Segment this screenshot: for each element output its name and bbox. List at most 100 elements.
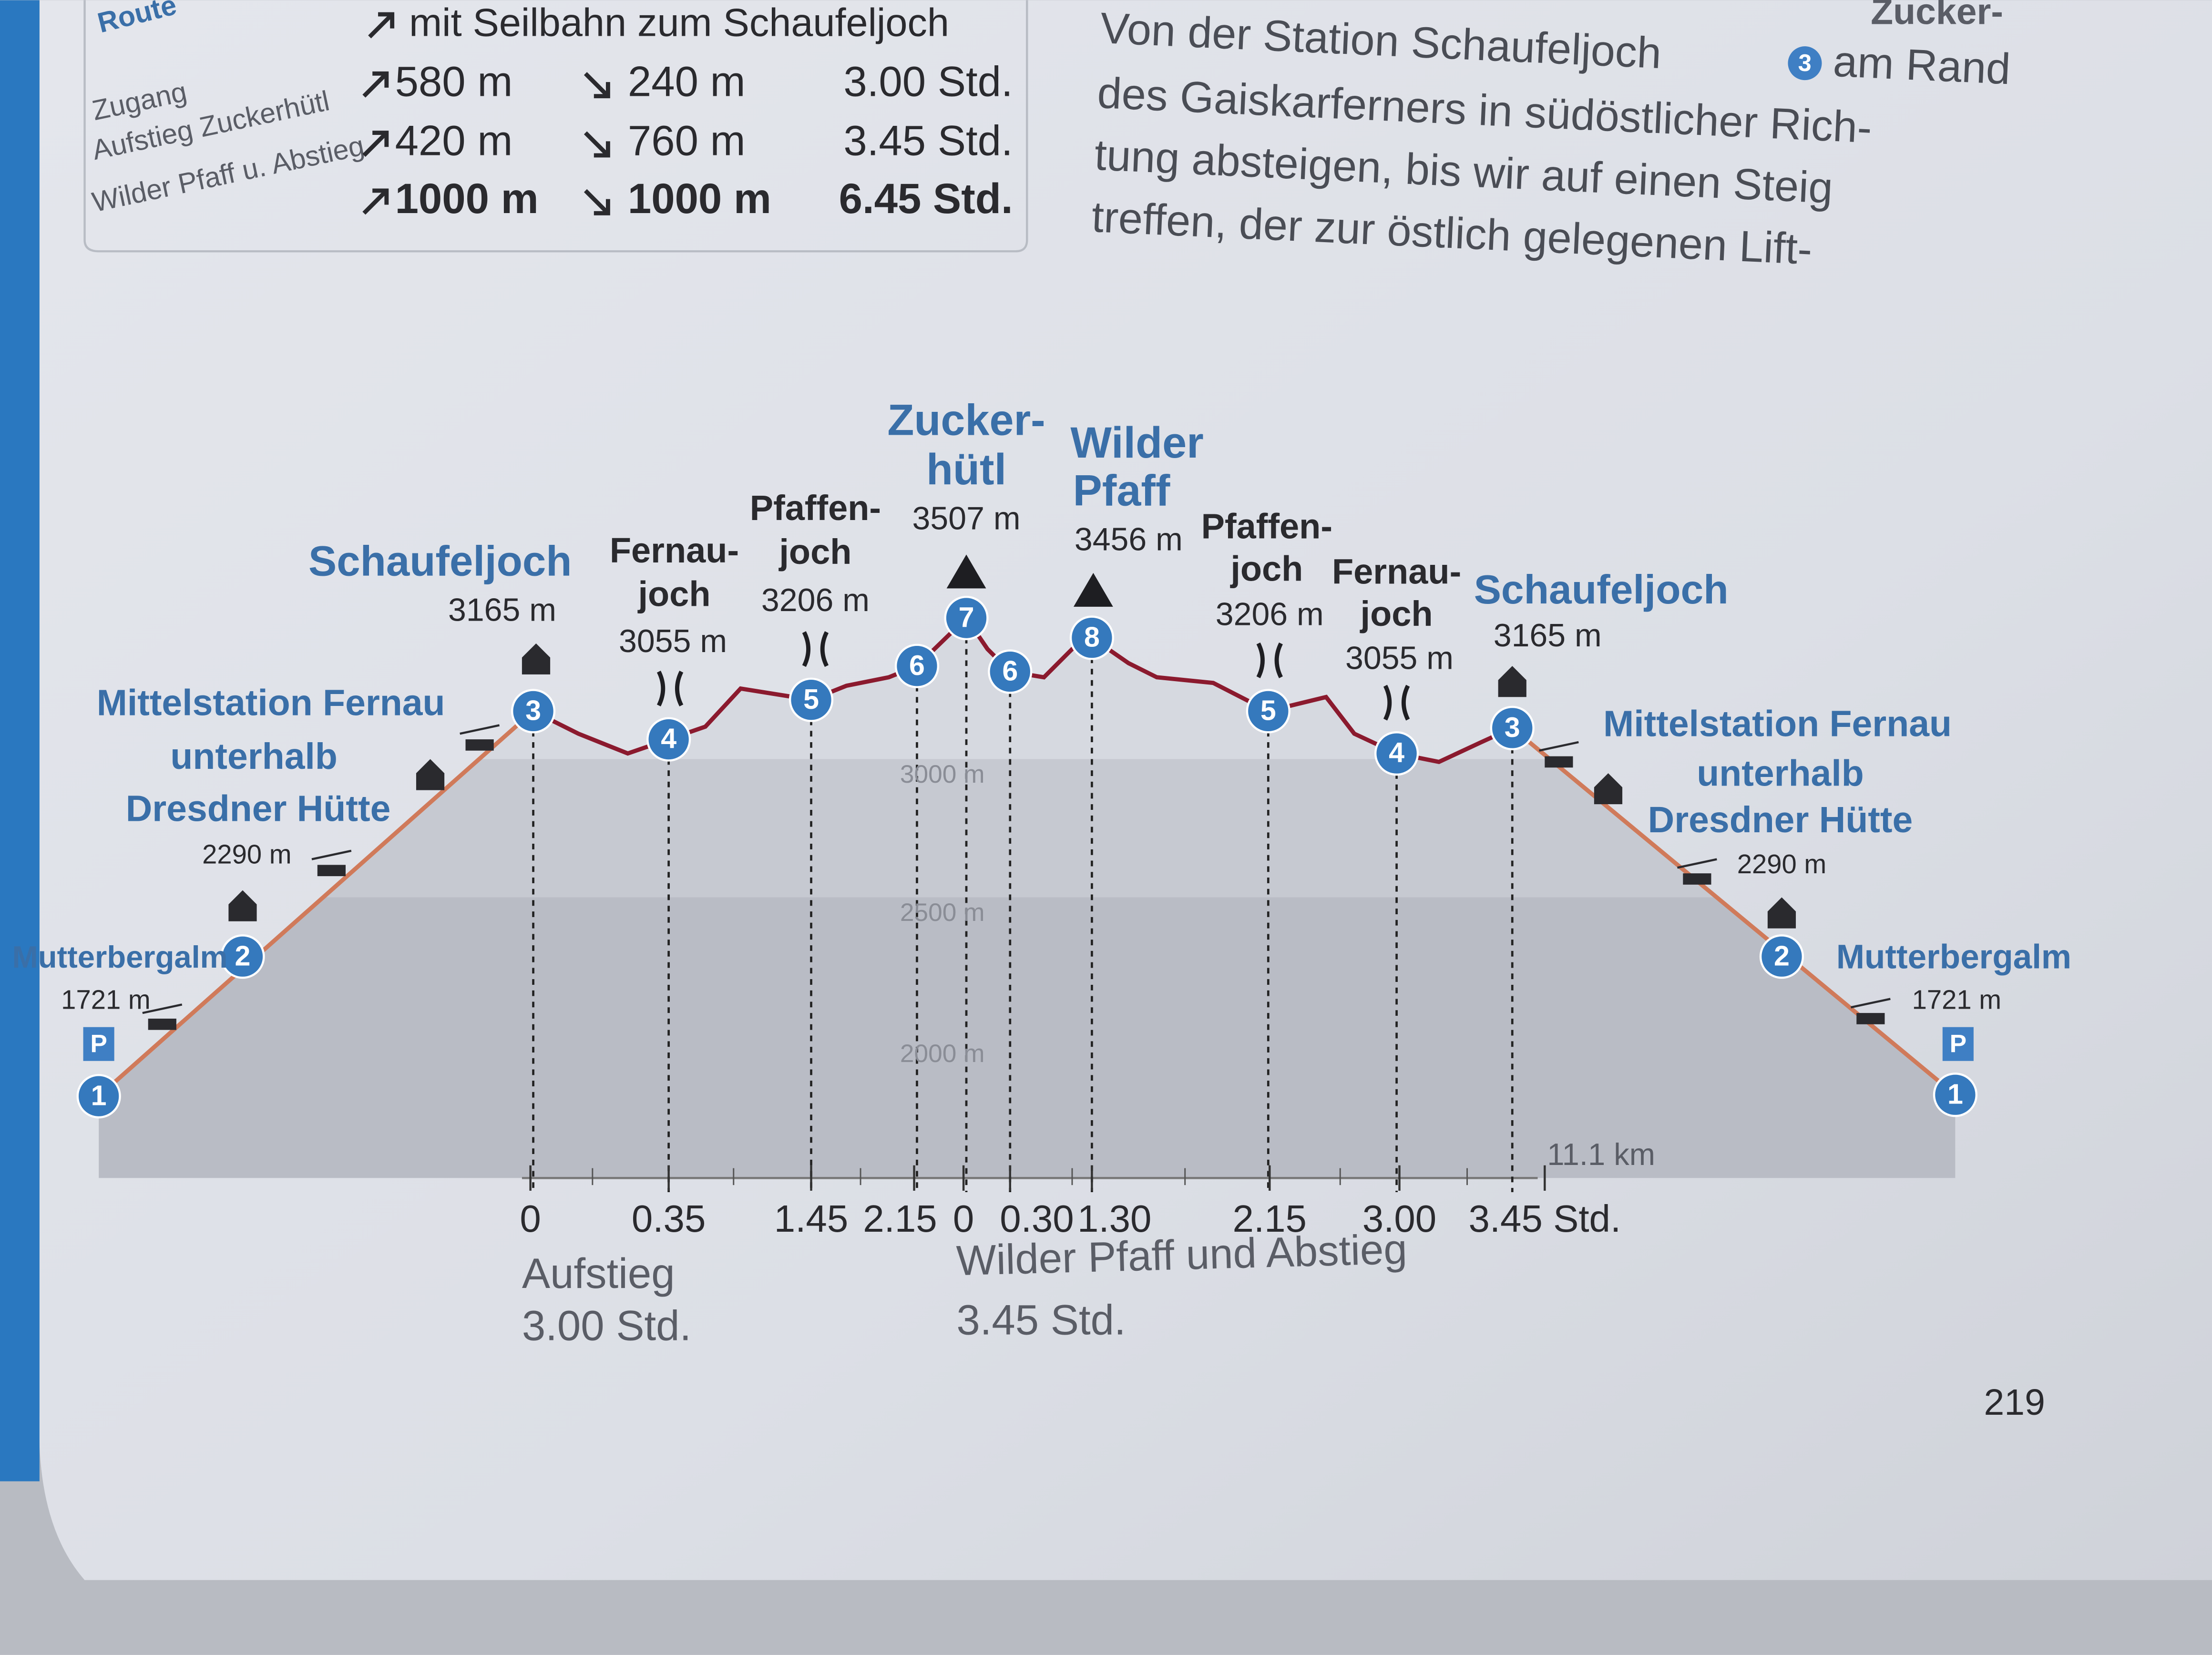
cable-car bbox=[1545, 756, 1573, 768]
hut-icon bbox=[416, 759, 445, 790]
cable-car bbox=[1683, 873, 1711, 885]
ascent: 1000 m bbox=[395, 175, 539, 222]
waypoint-number: 4 bbox=[1389, 736, 1404, 768]
duration: 3.45 Std. bbox=[843, 117, 1013, 164]
waypoint-number: 2 bbox=[1774, 940, 1790, 971]
parking-sign bbox=[1942, 1027, 1974, 1061]
waypoint-marker bbox=[1933, 1073, 1978, 1117]
ascent: 580 m bbox=[395, 58, 513, 105]
waypoint-marker bbox=[894, 644, 940, 688]
place-name: Fernau- bbox=[1332, 552, 1461, 591]
arrow-down bbox=[584, 131, 610, 158]
time-label: 1.30 bbox=[1077, 1197, 1151, 1240]
ascent: 420 m bbox=[395, 117, 513, 164]
place-name: Mutterbergalm bbox=[1836, 938, 2071, 976]
waypoint-number: 1 bbox=[91, 1079, 107, 1111]
cable-car bbox=[1856, 1013, 1885, 1024]
descent-line bbox=[1511, 726, 1957, 1097]
arrow-down bbox=[584, 189, 610, 215]
page-number: 219 bbox=[1984, 1382, 2045, 1423]
place-name: Schaufeljoch bbox=[308, 538, 572, 585]
arrow-up bbox=[362, 188, 389, 215]
place-name: Pfaffen- bbox=[750, 488, 881, 528]
place-name: unterhalb bbox=[170, 736, 337, 777]
place-name: joch bbox=[637, 574, 710, 614]
waypoint-marker bbox=[1246, 689, 1290, 734]
cable-car bbox=[148, 1018, 176, 1030]
place-name: joch bbox=[1229, 549, 1303, 588]
place-elevation: 1721 m bbox=[61, 984, 151, 1014]
waypoint-marker bbox=[76, 1074, 121, 1119]
time-label: 0 bbox=[520, 1197, 541, 1240]
waypoint-number: 8 bbox=[1084, 621, 1100, 653]
time-label: 1.45 bbox=[774, 1197, 848, 1240]
waypoint-marker bbox=[1069, 615, 1115, 660]
time-label: 3.00 bbox=[1362, 1197, 1436, 1240]
hut-icon bbox=[1498, 666, 1526, 697]
cable-car bbox=[317, 865, 346, 877]
place-name: Pfaffen- bbox=[1201, 507, 1332, 546]
place-elevation: 3206 m bbox=[1216, 596, 1324, 633]
waypoint-number: 6 bbox=[1002, 655, 1018, 687]
waypoint-number: 1 bbox=[1947, 1078, 1963, 1110]
place-elevation: 1721 m bbox=[1912, 984, 2002, 1014]
page-edge bbox=[0, 0, 40, 1481]
paragraph-line: am Rand bbox=[1832, 37, 2011, 94]
waypoint-number: 5 bbox=[1260, 694, 1276, 726]
place-name: Mittelstation Fernau bbox=[97, 682, 445, 723]
waypoint-marker bbox=[789, 677, 834, 722]
place-elevation: 3206 m bbox=[761, 582, 870, 618]
place-name: joch bbox=[1360, 594, 1433, 633]
cable-icon bbox=[460, 724, 500, 735]
summit-icon bbox=[1073, 572, 1113, 607]
caption: Aufstieg bbox=[522, 1250, 675, 1297]
waypoint-number: 6 bbox=[909, 649, 925, 681]
place-name: Mittelstation Fernau bbox=[1603, 704, 1952, 745]
ascent-line bbox=[97, 709, 535, 1098]
waypoint-marker bbox=[944, 595, 989, 641]
pass-icon bbox=[656, 671, 684, 707]
cable-icon bbox=[1677, 858, 1717, 869]
descent: 1000 m bbox=[628, 175, 771, 222]
cable-icon bbox=[1539, 741, 1579, 752]
place-name: Dresdner Hütte bbox=[1648, 799, 1913, 840]
caption: 3.00 Std. bbox=[522, 1302, 691, 1349]
hut-icon bbox=[228, 890, 257, 921]
place-name: Dresdner Hütte bbox=[126, 788, 391, 829]
elevation-label: 2000 m bbox=[900, 1040, 985, 1068]
arrow-down bbox=[584, 72, 610, 99]
cable-car bbox=[465, 739, 494, 751]
time-label: 2.15 bbox=[1233, 1197, 1307, 1240]
descent: 240 m bbox=[628, 58, 746, 105]
inline-marker bbox=[1788, 46, 1822, 81]
waypoint-number: 2 bbox=[235, 940, 251, 971]
cable-icon bbox=[142, 1003, 183, 1014]
table-title: mit Seilbahn zum Schaufeljoch bbox=[409, 0, 949, 45]
place-elevation: 3507 m bbox=[912, 500, 1021, 536]
place-elevation: 3456 m bbox=[1075, 521, 1183, 558]
place-elevation: 3165 m bbox=[448, 592, 556, 628]
distance-label: 11.1 km bbox=[1547, 1137, 1655, 1172]
place-name: joch bbox=[778, 532, 851, 572]
time-label: 0.30 bbox=[1000, 1197, 1074, 1240]
place-elevation: 3165 m bbox=[1494, 617, 1602, 654]
place-name: hütl bbox=[926, 445, 1006, 494]
waypoint-marker bbox=[1490, 705, 1535, 750]
place-elevation: 2290 m bbox=[202, 839, 292, 869]
band-low bbox=[99, 897, 1956, 1178]
time-label: 2.15 bbox=[863, 1197, 937, 1240]
corner-word: Zucker- bbox=[1871, 0, 2003, 32]
duration: 3.00 Std. bbox=[843, 58, 1013, 105]
hut-icon bbox=[1594, 773, 1623, 805]
elevation-label: 2500 m bbox=[900, 899, 985, 927]
waypoint-number: 4 bbox=[661, 723, 676, 755]
place-elevation: 2290 m bbox=[1737, 849, 1827, 879]
place-name: Schaufeljoch bbox=[1474, 567, 1729, 613]
table-box bbox=[83, 0, 1028, 253]
time-label: 0.35 bbox=[632, 1197, 706, 1240]
pass-icon bbox=[1383, 684, 1410, 721]
waypoint-marker bbox=[220, 934, 265, 979]
place-name: unterhalb bbox=[1697, 753, 1864, 794]
